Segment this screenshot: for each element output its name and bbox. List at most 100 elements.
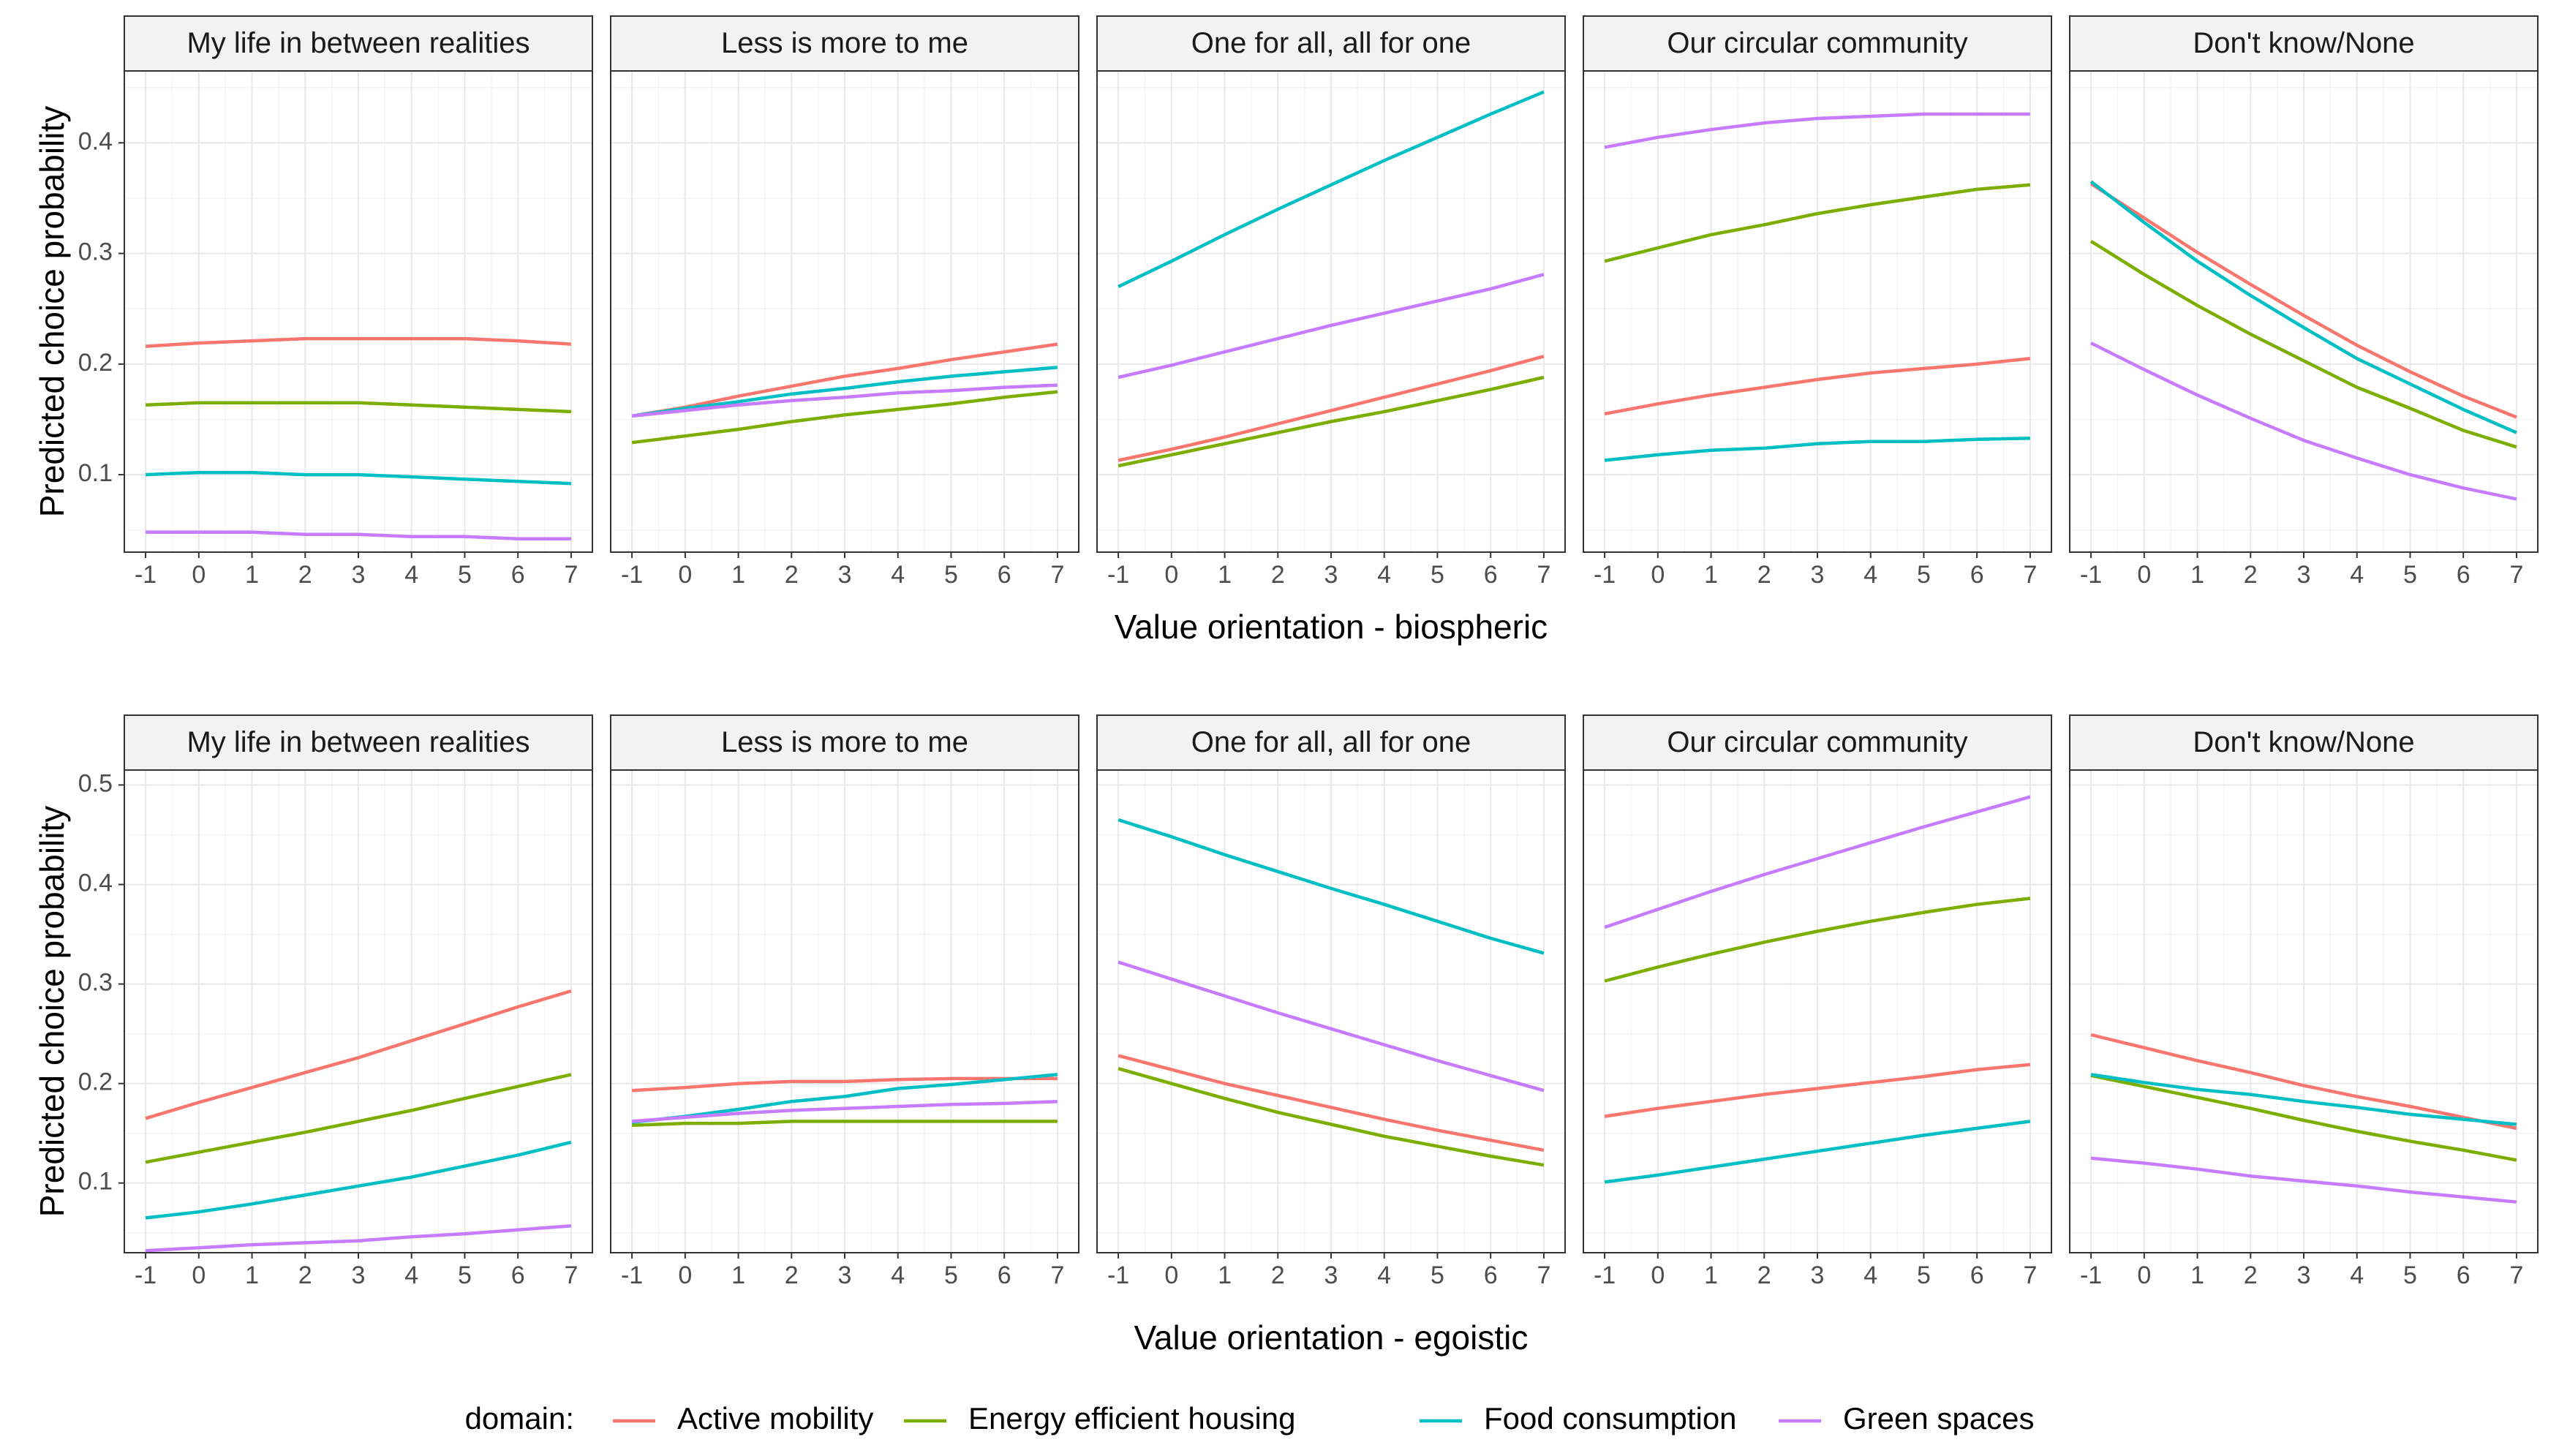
x-tick-label: 3 <box>1811 1261 1825 1289</box>
x-tick-label: 4 <box>891 1261 905 1289</box>
series-line-food-consumption <box>146 470 571 486</box>
facet-strip-label: Our circular community <box>1667 726 1967 758</box>
series-line-food-consumption <box>1118 818 1545 955</box>
x-tick-label: 6 <box>998 1261 1011 1289</box>
series-line-active-mobility <box>1118 355 1545 462</box>
x-tick-label: 3 <box>2297 561 2311 589</box>
facet-strip <box>1583 15 2052 72</box>
x-tick-label: 7 <box>2023 561 2037 589</box>
x-tick-label: -1 <box>135 561 157 589</box>
series-line-green-spaces <box>145 1224 572 1253</box>
x-tick-label: 5 <box>1917 561 1931 589</box>
x-tick-label: 1 <box>731 1261 745 1289</box>
x-tick-label: 1 <box>245 561 259 589</box>
y-tick-label: 0.2 <box>78 1068 113 1096</box>
series-line-active-mobility <box>1604 357 2031 416</box>
x-tick-label: 3 <box>838 1261 852 1289</box>
series-line-food-consumption <box>631 366 1058 418</box>
x-tick-label: 1 <box>1704 561 1718 589</box>
series-line-green-spaces <box>1604 112 2030 149</box>
legend-label-food-consumption: Food consumption <box>1484 1401 1737 1436</box>
series-line-food-consumption <box>2089 180 2517 434</box>
x-tick-label: 6 <box>2457 561 2471 589</box>
x-tick-label: -1 <box>1107 1261 1129 1289</box>
series-line-food-consumption <box>631 1073 1058 1124</box>
facet-strip <box>1583 714 2052 771</box>
series-line-green-spaces <box>1604 795 2031 929</box>
x-tick-label: -1 <box>2080 1261 2102 1289</box>
series-line-energy-efficient-housing <box>146 401 571 414</box>
series-line-active-mobility <box>2090 1033 2517 1131</box>
x-tick-label: 6 <box>1484 1261 1498 1289</box>
series-line-green-spaces <box>2090 342 2517 501</box>
x-tick-label: 5 <box>1431 561 1444 589</box>
x-tick-label: 6 <box>1970 561 1984 589</box>
series-line-active-mobility <box>631 342 1058 418</box>
series-line-food-consumption <box>1604 1120 2031 1184</box>
legend-label-energy-efficient-housing: Energy efficient housing <box>968 1401 1296 1436</box>
x-tick-label: 0 <box>1651 561 1665 589</box>
x-tick-label: 3 <box>352 561 366 589</box>
x-tick-label: 6 <box>1484 561 1498 589</box>
x-tick-label: 2 <box>1271 1261 1285 1289</box>
legend-label-green-spaces: Green spaces <box>1843 1401 2034 1436</box>
facet-strip <box>2069 714 2539 771</box>
x-tick-label: 2 <box>785 561 799 589</box>
x-tick-label: 3 <box>2297 1261 2311 1289</box>
x-tick-label: 6 <box>2457 1261 2471 1289</box>
series-line-energy-efficient-housing <box>632 1120 1058 1128</box>
x-tick-label: 4 <box>891 561 905 589</box>
facet-2-3: One for all, all for one -1 0 1 2 3 4 5 6 7 <box>1096 714 1566 1289</box>
x-tick-label: 3 <box>1324 561 1338 589</box>
x-tick-label: 0 <box>2137 1261 2151 1289</box>
x-tick-label: 0 <box>2137 561 2151 589</box>
x-tick-label: 4 <box>2350 1261 2364 1289</box>
x-tick-label: 5 <box>1431 1261 1444 1289</box>
x-tick-label: 7 <box>2509 561 2523 589</box>
x-tick-label: 2 <box>1271 561 1285 589</box>
x-tick-label: 4 <box>404 561 418 589</box>
x-tick-label: 2 <box>1757 561 1771 589</box>
series-line-active-mobility <box>145 336 572 348</box>
series-line-green-spaces <box>1118 273 1545 380</box>
y-axis-title-1: Predicted choice probability <box>33 106 71 518</box>
series-line-green-spaces <box>631 1099 1058 1123</box>
x-tick-label: 2 <box>2244 561 2258 589</box>
x-tick-label: 2 <box>298 561 312 589</box>
legend: domain: Active mobility Energy efficient h… <box>465 1401 2035 1436</box>
series-line-energy-efficient-housing <box>1604 897 2031 983</box>
series-line-green-spaces <box>1118 960 1545 1093</box>
x-tick-label: 5 <box>944 561 958 589</box>
x-tick-label: 6 <box>1970 1261 1984 1289</box>
x-tick-label: 3 <box>1324 1261 1338 1289</box>
x-tick-label: -1 <box>621 1261 643 1289</box>
series-line-active-mobility <box>145 989 572 1120</box>
facet-strip <box>124 15 593 72</box>
x-tick-label: -1 <box>621 561 643 589</box>
x-tick-label: 4 <box>1863 561 1877 589</box>
series-line-food-consumption <box>2090 1073 2517 1126</box>
x-tick-label: 7 <box>564 561 578 589</box>
facet-strip <box>610 714 1079 771</box>
x-tick-label: 7 <box>1537 561 1550 589</box>
series-line-green-spaces <box>631 383 1058 418</box>
series-line-green-spaces <box>146 530 571 541</box>
x-tick-label: 2 <box>1757 1261 1771 1289</box>
legend-label-active-mobility: Active mobility <box>677 1401 873 1436</box>
facet-1-1: My life in between realities -1 0 1 2 3 4 5 6 7 <box>124 15 593 589</box>
x-tick-label: 1 <box>1218 561 1232 589</box>
x-tick-label: -1 <box>1594 561 1616 589</box>
x-tick-label: -1 <box>2080 561 2102 589</box>
series-line-active-mobility <box>2089 182 2517 419</box>
x-tick-label: -1 <box>1107 561 1129 589</box>
x-tick-label: 7 <box>1050 561 1064 589</box>
x-tick-label: 7 <box>2509 1261 2523 1289</box>
facet-1-4: Our circular community -1 0 1 2 3 4 5 6 7 <box>1583 15 2052 589</box>
facet-strip-label: Don't know/None <box>2193 27 2414 59</box>
x-tick-label: 7 <box>1537 1261 1550 1289</box>
x-tick-label: 0 <box>678 1261 692 1289</box>
series-line-active-mobility <box>1604 1063 2031 1118</box>
facet-strip-label: One for all, all for one <box>1191 27 1471 59</box>
y-tick-label: 0.1 <box>78 459 113 487</box>
series-line-energy-efficient-housing <box>145 1073 572 1164</box>
